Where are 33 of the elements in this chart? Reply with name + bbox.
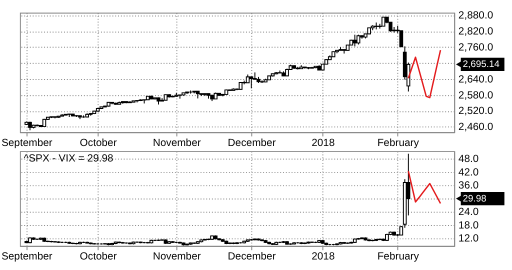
y-tick-label: 2,520.0	[458, 106, 494, 118]
line-series	[408, 170, 442, 204]
y-tick-label: 36.0	[458, 180, 479, 192]
y-tick-label: 2,580.0	[458, 90, 494, 102]
line-series	[408, 49, 442, 98]
candlestick	[381, 16, 386, 27]
candlestick	[352, 34, 357, 47]
x-tick-label: October	[80, 252, 118, 263]
x-tick-label: December	[228, 138, 276, 149]
x-tick-label: 2018	[312, 252, 335, 263]
x-tick-label: February	[377, 138, 420, 149]
x-tick-label: December	[228, 252, 276, 263]
y-tick-label: 2,760.0	[458, 42, 494, 54]
x-tick-label: 2018	[312, 138, 335, 149]
y-tick-label: 2,460.0	[458, 122, 494, 134]
y-tick-label: 48.0	[458, 154, 479, 166]
y-tick-label: 12.0	[458, 234, 479, 245]
y-tick-label: 2,820.0	[458, 26, 494, 38]
x-tick-label: February	[377, 252, 420, 263]
x-tick-label: September	[1, 252, 53, 263]
chart-title: ^SPX - VIX = 29.98	[24, 154, 114, 165]
y-tick-label: 2,880.0	[458, 10, 494, 22]
y-tick-label: 24.0	[458, 207, 479, 218]
text: 29.98	[462, 194, 486, 204]
text: 2,695.14	[462, 59, 500, 70]
x-tick-label: November	[152, 138, 202, 149]
x-tick-label: November	[152, 252, 202, 263]
x-tick-label: October	[80, 138, 118, 149]
x-tick-label: September	[1, 138, 53, 149]
y-tick-label: 2,640.0	[458, 74, 494, 86]
candlestick	[356, 34, 360, 45]
y-tick-label: 18.0	[458, 220, 479, 232]
y-tick-label: 42.0	[458, 167, 479, 178]
